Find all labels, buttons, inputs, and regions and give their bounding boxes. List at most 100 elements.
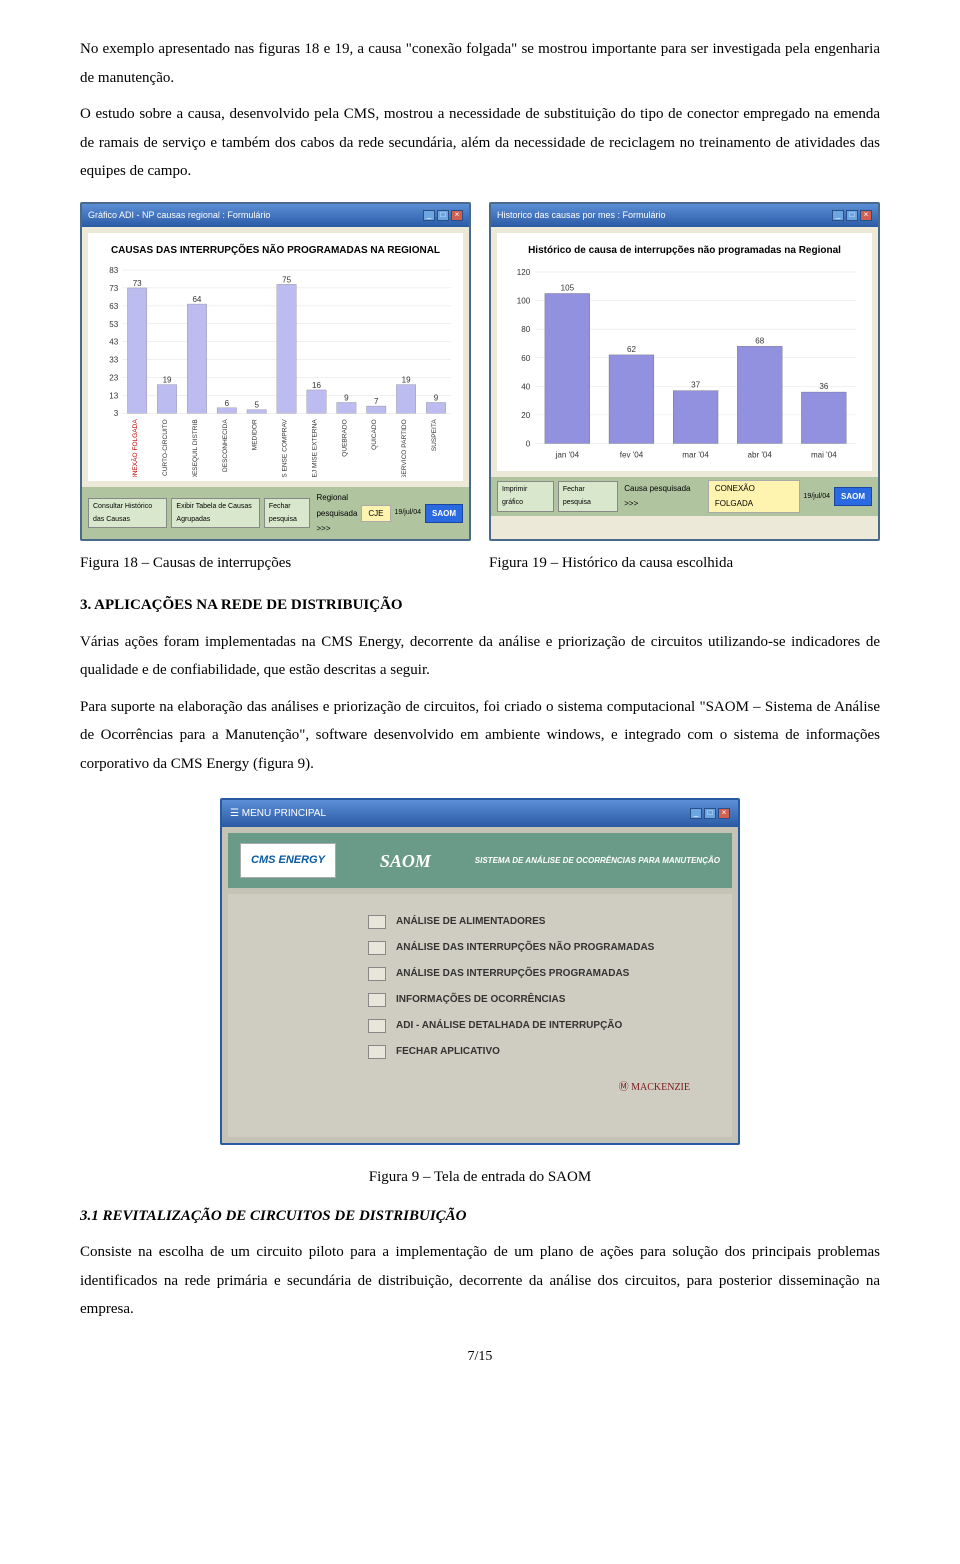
menu-item-label: ANÁLISE DE ALIMENTADORES bbox=[396, 912, 545, 931]
svg-text:abr '04: abr '04 bbox=[748, 450, 773, 459]
maximize-icon[interactable]: □ bbox=[437, 210, 449, 221]
figure-captions-row: Figura 18 – Causas de interrupções Figur… bbox=[80, 549, 880, 578]
footer-btn-historico[interactable]: Consultar Histórico das Causas bbox=[88, 498, 167, 529]
footer-causa-label: Causa pesquisada >>> bbox=[624, 481, 704, 511]
minimize-icon[interactable]: _ bbox=[423, 210, 435, 221]
svg-text:20: 20 bbox=[521, 411, 530, 420]
menu-button-icon[interactable] bbox=[368, 967, 386, 981]
saom-title: SAOM bbox=[380, 844, 431, 878]
menu-item-label: ANÁLISE DAS INTERRUPÇÕES PROGRAMADAS bbox=[396, 964, 629, 983]
figure-18-caption: Figura 18 – Causas de interrupções bbox=[80, 549, 471, 578]
svg-text:64: 64 bbox=[192, 295, 201, 304]
close-icon[interactable]: × bbox=[451, 210, 463, 221]
menu-item-label: INFORMAÇÕES DE OCORRÊNCIAS bbox=[396, 990, 565, 1009]
svg-text:MEDIDOR: MEDIDOR bbox=[252, 419, 259, 450]
svg-text:jan '04: jan '04 bbox=[555, 450, 580, 459]
close-icon[interactable]: × bbox=[718, 808, 730, 819]
figure-18-bar-chart: 8373635343332313373CONEXÃO FOLGADA19CURT… bbox=[94, 266, 457, 478]
svg-text:36: 36 bbox=[819, 382, 828, 391]
saom-menu-panel: ANÁLISE DE ALIMENTADORES ANÁLISE DAS INT… bbox=[228, 894, 732, 1137]
minimize-icon[interactable]: _ bbox=[832, 210, 844, 221]
figure-19-bar-chart: 020406080100120105jan '0462fev '0437mar … bbox=[503, 266, 866, 468]
svg-text:3: 3 bbox=[114, 409, 119, 418]
figure-18-chart-title: CAUSAS DAS INTERRUPÇÕES NÃO PROGRAMADAS … bbox=[94, 241, 457, 260]
footer-btn-fechar[interactable]: Fechar pesquisa bbox=[558, 481, 618, 512]
figure-19-window-controls: _ □ × bbox=[832, 210, 872, 221]
saom-titlebar: ☰ MENU PRINCIPAL _ □ × bbox=[222, 800, 738, 827]
svg-text:105: 105 bbox=[561, 283, 575, 292]
svg-text:43: 43 bbox=[109, 337, 118, 346]
saom-menu-item-1[interactable]: ANÁLISE DAS INTERRUPÇÕES NÃO PROGRAMADAS bbox=[368, 938, 708, 957]
saom-system-description: SISTEMA DE ANÁLISE DE OCORRÊNCIAS PARA M… bbox=[475, 856, 720, 866]
maximize-icon[interactable]: □ bbox=[846, 210, 858, 221]
svg-text:16: 16 bbox=[312, 381, 321, 390]
close-icon[interactable]: × bbox=[860, 210, 872, 221]
svg-text:13: 13 bbox=[109, 391, 118, 400]
figure-18-footer: Consultar Histórico das Causas Exibir Ta… bbox=[82, 487, 469, 539]
menu-item-label: ADI - ANÁLISE DETALHADA DE INTERRUPÇÃO bbox=[396, 1016, 622, 1035]
svg-text:QUEBRADO: QUEBRADO bbox=[341, 419, 348, 456]
footer-regional-label: Regional pesquisada >>> bbox=[316, 490, 357, 536]
saom-menu-item-2[interactable]: ANÁLISE DAS INTERRUPÇÕES PROGRAMADAS bbox=[368, 964, 708, 983]
menu-button-icon[interactable] bbox=[368, 915, 386, 929]
section-3-heading: 3. APLICAÇÕES NA REDE DE DISTRIBUIÇÃO bbox=[80, 591, 880, 620]
footer-btn-fechar[interactable]: Fechar pesquisa bbox=[264, 498, 311, 529]
saom-header: CMS ENERGY SAOM SISTEMA DE ANÁLISE DE OC… bbox=[228, 833, 732, 888]
svg-text:fev '04: fev '04 bbox=[620, 450, 644, 459]
svg-text:60: 60 bbox=[521, 353, 530, 362]
figure-9-caption: Figura 9 – Tela de entrada do SAOM bbox=[80, 1163, 880, 1192]
figure-19-chart-area: Histórico de causa de interrupções não p… bbox=[497, 233, 872, 472]
svg-text:SUSPEITA: SUSPEITA bbox=[431, 418, 438, 451]
svg-text:9: 9 bbox=[344, 393, 349, 402]
svg-text:19: 19 bbox=[402, 375, 411, 384]
saom-badge: SAOM bbox=[425, 504, 463, 523]
svg-text:QUICADO: QUICADO bbox=[371, 419, 378, 450]
svg-text:63: 63 bbox=[109, 301, 118, 310]
svg-text:40: 40 bbox=[521, 382, 530, 391]
figure-19-footer: Imprimir gráfico Fechar pesquisa Causa p… bbox=[491, 477, 878, 515]
svg-text:DESCONHECIDA: DESCONHECIDA bbox=[222, 418, 229, 471]
mackenzie-logo: Ⓜ MACKENZIE bbox=[368, 1068, 708, 1097]
menu-button-icon[interactable] bbox=[368, 941, 386, 955]
svg-text:33: 33 bbox=[109, 355, 118, 364]
footer-date: 19/jul/04 bbox=[804, 490, 830, 503]
footer-btn-imprimir[interactable]: Imprimir gráfico bbox=[497, 481, 554, 512]
saom-menu-item-0[interactable]: ANÁLISE DE ALIMENTADORES bbox=[368, 912, 708, 931]
menu-item-label: ANÁLISE DAS INTERRUPÇÕES NÃO PROGRAMADAS bbox=[396, 938, 654, 957]
figure-18-titlebar: Gráfico ADI - NP causas regional : Formu… bbox=[82, 204, 469, 227]
saom-menu-item-4[interactable]: ADI - ANÁLISE DETALHADA DE INTERRUPÇÃO bbox=[368, 1016, 708, 1035]
svg-text:OUTROS ENSE COMPRAV: OUTROS ENSE COMPRAV bbox=[282, 418, 289, 477]
svg-text:PLANEJ MISE EXTERNA: PLANEJ MISE EXTERNA bbox=[311, 418, 318, 477]
maximize-icon[interactable]: □ bbox=[704, 808, 716, 819]
minimize-icon[interactable]: _ bbox=[690, 808, 702, 819]
svg-text:0: 0 bbox=[526, 439, 531, 448]
section-3-para-1: Várias ações foram implementadas na CMS … bbox=[80, 628, 880, 685]
figure-18-window-controls: _ □ × bbox=[423, 210, 463, 221]
saom-menu-item-5[interactable]: FECHAR APLICATIVO bbox=[368, 1042, 708, 1061]
svg-text:75: 75 bbox=[282, 275, 291, 284]
paragraph-intro-1: No exemplo apresentado nas figuras 18 e … bbox=[80, 35, 880, 92]
cms-energy-logo: CMS ENERGY bbox=[240, 843, 336, 878]
figure-19-titlebar: Historico das causas por mes : Formulári… bbox=[491, 204, 878, 227]
figure-18-title-text: Gráfico ADI - NP causas regional : Formu… bbox=[88, 207, 270, 224]
svg-text:19: 19 bbox=[163, 375, 172, 384]
svg-text:37: 37 bbox=[691, 380, 700, 389]
figure-19-chart-title: Histórico de causa de interrupções não p… bbox=[503, 241, 866, 260]
svg-text:9: 9 bbox=[434, 393, 439, 402]
svg-text:RPI SERVICO PARTIDO: RPI SERVICO PARTIDO bbox=[401, 419, 408, 477]
menu-button-icon[interactable] bbox=[368, 1045, 386, 1059]
footer-btn-tabela[interactable]: Exibir Tabela de Causas Agrupadas bbox=[171, 498, 259, 529]
svg-text:73: 73 bbox=[133, 279, 142, 288]
menu-item-label: FECHAR APLICATIVO bbox=[396, 1042, 500, 1061]
saom-window-controls: _ □ × bbox=[690, 808, 730, 819]
saom-app-window: ☰ MENU PRINCIPAL _ □ × CMS ENERGY SAOM S… bbox=[220, 798, 740, 1145]
menu-button-icon[interactable] bbox=[368, 993, 386, 1007]
figure-19-title-text: Historico das causas por mes : Formulári… bbox=[497, 207, 666, 224]
page-number: 7/15 bbox=[80, 1344, 880, 1371]
svg-text:mar '04: mar '04 bbox=[682, 450, 709, 459]
svg-text:120: 120 bbox=[517, 268, 531, 277]
figure-19-window: Historico das causas por mes : Formulári… bbox=[489, 202, 880, 541]
saom-menu-item-3[interactable]: INFORMAÇÕES DE OCORRÊNCIAS bbox=[368, 990, 708, 1009]
menu-button-icon[interactable] bbox=[368, 1019, 386, 1033]
section-3-para-2: Para suporte na elaboração das análises … bbox=[80, 693, 880, 779]
